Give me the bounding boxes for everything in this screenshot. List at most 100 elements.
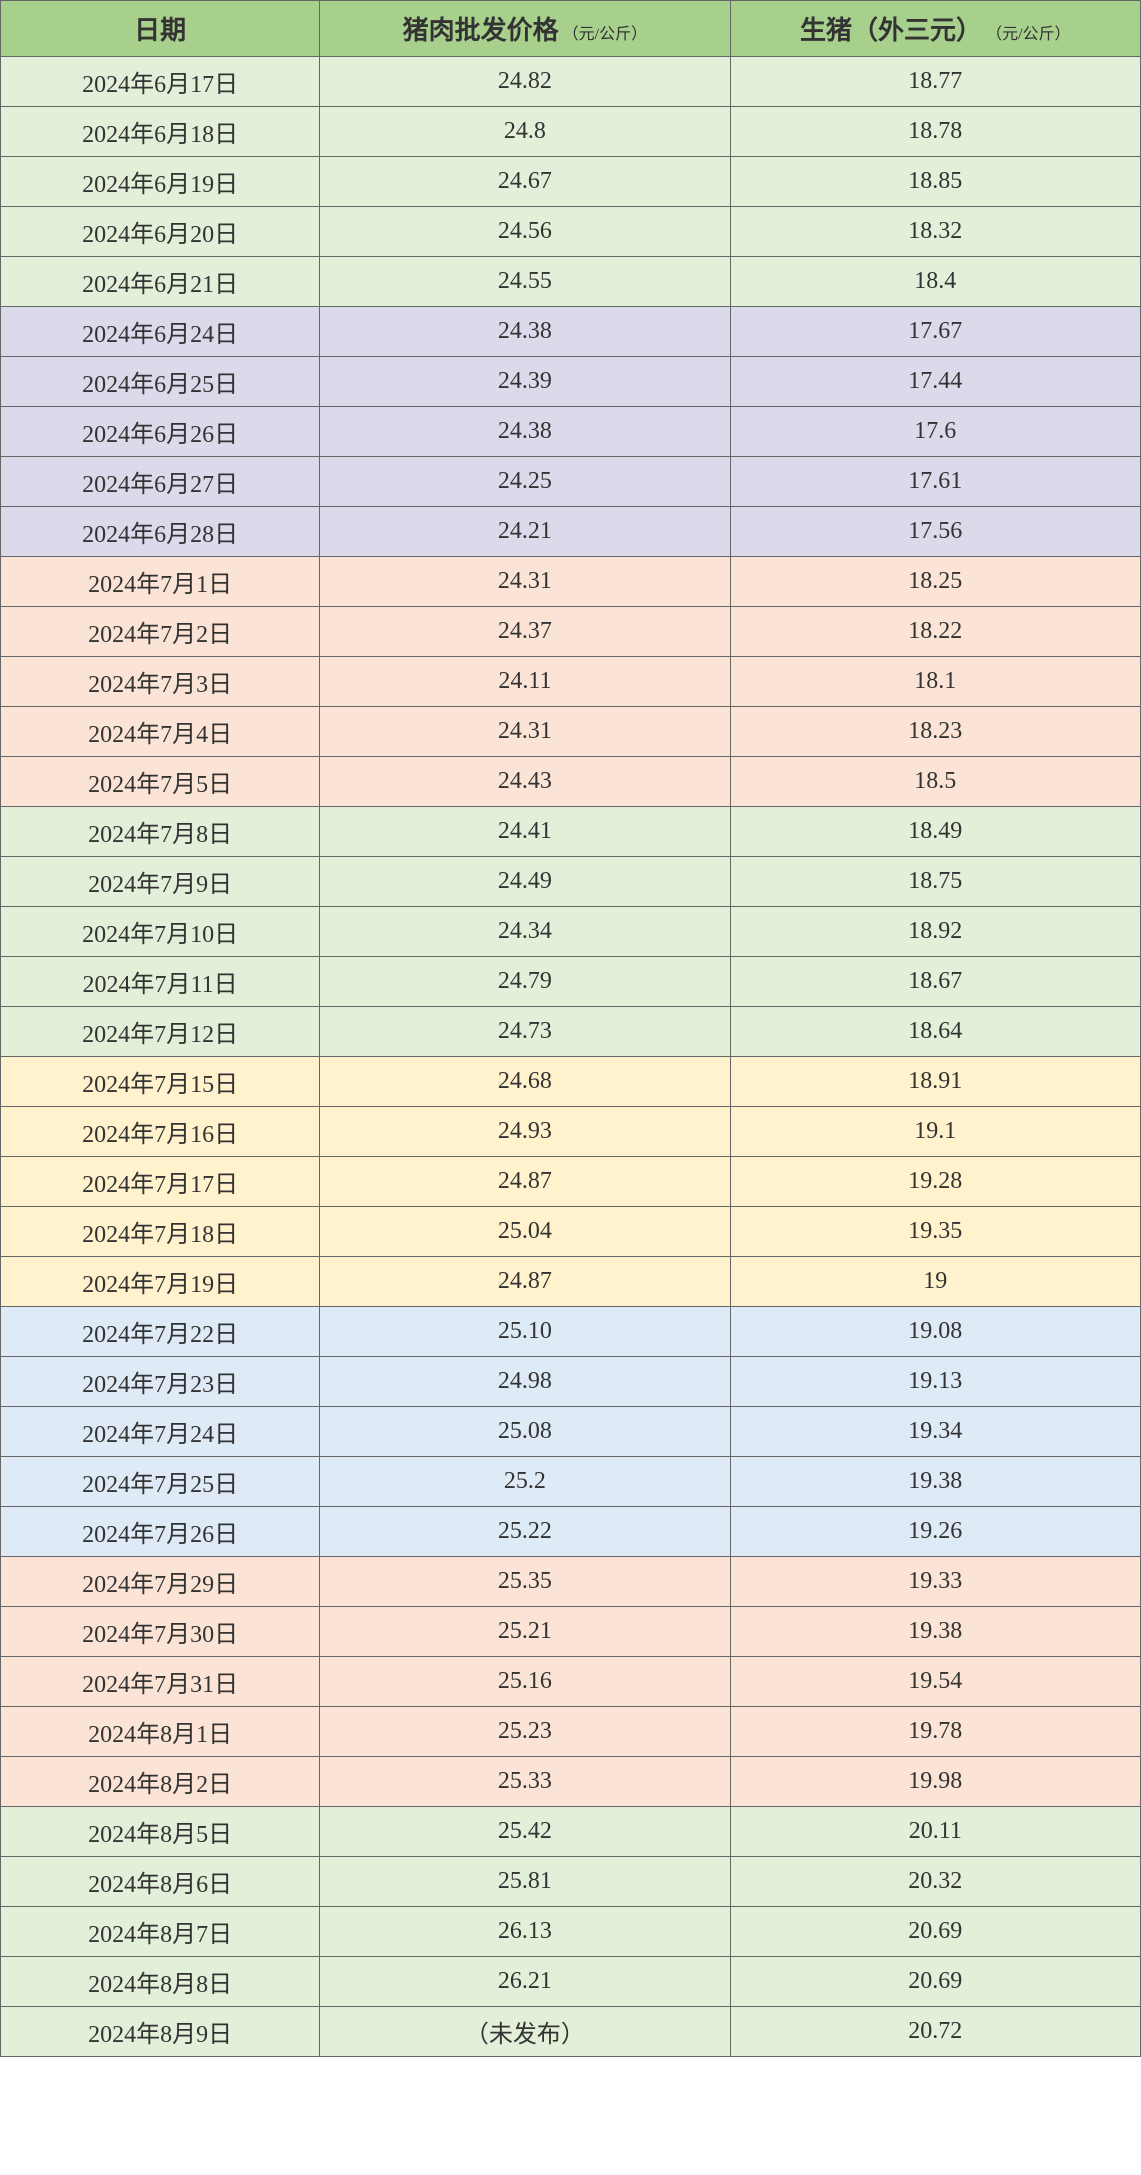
table-row: 2024年6月17日24.8218.77 xyxy=(1,57,1141,107)
cell-price2: 20.69 xyxy=(730,1957,1140,2007)
cell-price1: 25.08 xyxy=(320,1407,730,1457)
table-row: 2024年7月5日24.4318.5 xyxy=(1,757,1141,807)
cell-price1: 25.35 xyxy=(320,1557,730,1607)
cell-date: 2024年8月7日 xyxy=(1,1907,320,1957)
cell-price1: 24.21 xyxy=(320,507,730,557)
table-row: 2024年7月1日24.3118.25 xyxy=(1,557,1141,607)
cell-price1: 24.68 xyxy=(320,1057,730,1107)
cell-price2: 20.11 xyxy=(730,1807,1140,1857)
cell-price2: 18.92 xyxy=(730,907,1140,957)
cell-price2: 19.26 xyxy=(730,1507,1140,1557)
table-row: 2024年7月12日24.7318.64 xyxy=(1,1007,1141,1057)
cell-date: 2024年6月28日 xyxy=(1,507,320,557)
table-row: 2024年6月25日24.3917.44 xyxy=(1,357,1141,407)
cell-price2: 19.1 xyxy=(730,1107,1140,1157)
cell-price1: 25.42 xyxy=(320,1807,730,1857)
table-row: 2024年7月18日25.0419.35 xyxy=(1,1207,1141,1257)
cell-price2: 20.72 xyxy=(730,2007,1140,2057)
column-header-1: 猪肉批发价格 （元/公斤） xyxy=(320,1,730,57)
table-row: 2024年7月22日25.1019.08 xyxy=(1,1307,1141,1357)
column-label: 猪肉批发价格 xyxy=(403,16,559,45)
cell-price2: 19.28 xyxy=(730,1157,1140,1207)
cell-price1: 25.33 xyxy=(320,1757,730,1807)
cell-date: 2024年8月1日 xyxy=(1,1707,320,1757)
cell-date: 2024年8月2日 xyxy=(1,1757,320,1807)
cell-date: 2024年7月19日 xyxy=(1,1257,320,1307)
cell-price1: 25.23 xyxy=(320,1707,730,1757)
cell-date: 2024年7月24日 xyxy=(1,1407,320,1457)
cell-price1: 24.87 xyxy=(320,1157,730,1207)
cell-date: 2024年7月11日 xyxy=(1,957,320,1007)
table-row: 2024年6月28日24.2117.56 xyxy=(1,507,1141,557)
cell-price1: 24.38 xyxy=(320,407,730,457)
table-row: 2024年7月16日24.9319.1 xyxy=(1,1107,1141,1157)
cell-price1: 24.25 xyxy=(320,457,730,507)
table-row: 2024年8月7日26.1320.69 xyxy=(1,1907,1141,1957)
table-row: 2024年7月29日25.3519.33 xyxy=(1,1557,1141,1607)
cell-price1: 24.55 xyxy=(320,257,730,307)
cell-date: 2024年8月9日 xyxy=(1,2007,320,2057)
cell-price2: 19.34 xyxy=(730,1407,1140,1457)
cell-date: 2024年7月12日 xyxy=(1,1007,320,1057)
column-unit: （元/公斤） xyxy=(982,26,1070,43)
cell-price2: 19.33 xyxy=(730,1557,1140,1607)
cell-date: 2024年7月1日 xyxy=(1,557,320,607)
cell-price2: 18.1 xyxy=(730,657,1140,707)
table-row: 2024年7月17日24.8719.28 xyxy=(1,1157,1141,1207)
cell-price2: 19.54 xyxy=(730,1657,1140,1707)
cell-date: 2024年7月16日 xyxy=(1,1107,320,1157)
cell-date: 2024年6月24日 xyxy=(1,307,320,357)
cell-date: 2024年7月2日 xyxy=(1,607,320,657)
cell-date: 2024年7月22日 xyxy=(1,1307,320,1357)
cell-price1: 24.37 xyxy=(320,607,730,657)
cell-price2: 18.91 xyxy=(730,1057,1140,1107)
cell-price1: 24.79 xyxy=(320,957,730,1007)
table-row: 2024年8月8日26.2120.69 xyxy=(1,1957,1141,2007)
cell-date: 2024年8月6日 xyxy=(1,1857,320,1907)
cell-date: 2024年7月17日 xyxy=(1,1157,320,1207)
table-row: 2024年7月3日24.1118.1 xyxy=(1,657,1141,707)
cell-date: 2024年6月21日 xyxy=(1,257,320,307)
cell-price1: 24.41 xyxy=(320,807,730,857)
cell-price1: 25.16 xyxy=(320,1657,730,1707)
table-row: 2024年7月26日25.2219.26 xyxy=(1,1507,1141,1557)
cell-price1: 24.43 xyxy=(320,757,730,807)
cell-price2: 20.69 xyxy=(730,1907,1140,1957)
cell-price2: 19.38 xyxy=(730,1457,1140,1507)
table-row: 2024年7月4日24.3118.23 xyxy=(1,707,1141,757)
cell-price2: 18.75 xyxy=(730,857,1140,907)
cell-price2: 18.78 xyxy=(730,107,1140,157)
cell-price2: 19.13 xyxy=(730,1357,1140,1407)
column-unit: （元/公斤） xyxy=(559,26,647,43)
cell-date: 2024年7月9日 xyxy=(1,857,320,907)
cell-price1: 24.56 xyxy=(320,207,730,257)
cell-date: 2024年6月17日 xyxy=(1,57,320,107)
cell-date: 2024年7月29日 xyxy=(1,1557,320,1607)
table-row: 2024年6月20日24.5618.32 xyxy=(1,207,1141,257)
table-row: 2024年7月8日24.4118.49 xyxy=(1,807,1141,857)
cell-price2: 19.98 xyxy=(730,1757,1140,1807)
table-row: 2024年6月18日24.818.78 xyxy=(1,107,1141,157)
cell-price1: 24.87 xyxy=(320,1257,730,1307)
cell-price1: （未发布） xyxy=(320,2007,730,2057)
column-label: 日期 xyxy=(134,16,186,45)
cell-price2: 19 xyxy=(730,1257,1140,1307)
cell-price1: 24.67 xyxy=(320,157,730,207)
table-row: 2024年6月21日24.5518.4 xyxy=(1,257,1141,307)
cell-price2: 20.32 xyxy=(730,1857,1140,1907)
table-row: 2024年7月11日24.7918.67 xyxy=(1,957,1141,1007)
cell-date: 2024年6月26日 xyxy=(1,407,320,457)
cell-date: 2024年7月26日 xyxy=(1,1507,320,1557)
cell-price2: 17.56 xyxy=(730,507,1140,557)
cell-price1: 26.13 xyxy=(320,1907,730,1957)
cell-price1: 24.73 xyxy=(320,1007,730,1057)
table-row: 2024年8月9日（未发布）20.72 xyxy=(1,2007,1141,2057)
table-row: 2024年7月2日24.3718.22 xyxy=(1,607,1141,657)
table-row: 2024年7月31日25.1619.54 xyxy=(1,1657,1141,1707)
cell-price1: 24.31 xyxy=(320,557,730,607)
cell-date: 2024年7月4日 xyxy=(1,707,320,757)
table-row: 2024年7月19日24.8719 xyxy=(1,1257,1141,1307)
cell-price1: 24.11 xyxy=(320,657,730,707)
cell-price1: 25.2 xyxy=(320,1457,730,1507)
header-row: 日期猪肉批发价格 （元/公斤）生猪（外三元） （元/公斤） xyxy=(1,1,1141,57)
